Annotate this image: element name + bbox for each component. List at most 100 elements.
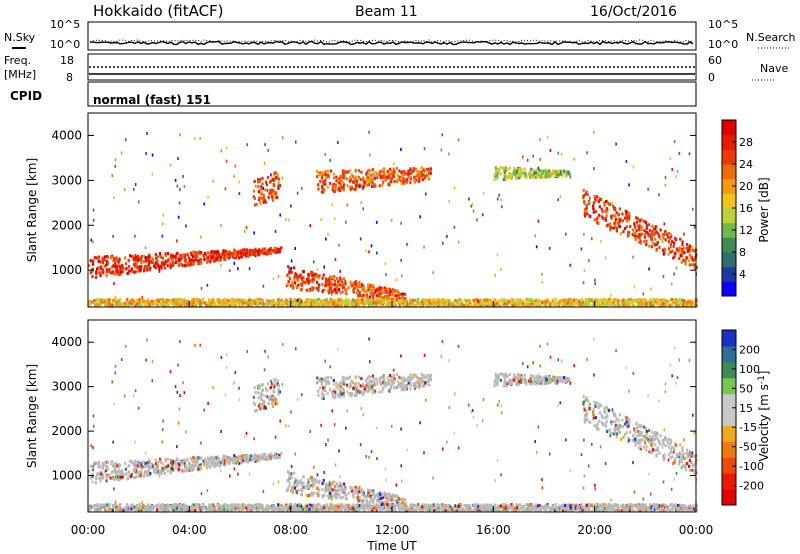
- velocity-cell: [300, 492, 303, 496]
- power-cell: [299, 276, 302, 280]
- velocity-cell: [240, 455, 244, 459]
- power-cell: [318, 283, 321, 287]
- velocity-cell: [239, 457, 242, 461]
- power-cell: [189, 263, 192, 267]
- velocity-cell: [417, 386, 420, 390]
- velocity-cell: [158, 457, 162, 461]
- freq-right-tick-bottom: 0: [708, 71, 715, 84]
- velocity-cell: [138, 473, 141, 477]
- power-cell: [198, 258, 201, 262]
- power-cell: [458, 304, 462, 308]
- power-cell: [372, 183, 375, 187]
- velocity-cell: [395, 386, 399, 390]
- velocity-cell: [159, 459, 162, 463]
- velocity-cell: [339, 395, 342, 399]
- power-cell: [588, 297, 591, 301]
- power-cell: [400, 147, 402, 151]
- velocity-cell: [203, 457, 207, 461]
- power-cell: [496, 304, 499, 308]
- power-cell: [224, 253, 228, 257]
- power-cell: [437, 303, 441, 307]
- power-cell: [664, 247, 667, 251]
- power-cell: [680, 260, 683, 264]
- power-cell: [440, 148, 443, 152]
- power-cell: [562, 169, 566, 173]
- power-cell: [260, 190, 263, 194]
- power-cell: [179, 304, 183, 308]
- power-cell: [582, 188, 585, 192]
- power-cell: [655, 230, 658, 234]
- power-cell: [202, 299, 205, 303]
- velocity-cell: [360, 377, 363, 381]
- velocity-cell: [413, 383, 416, 387]
- velocity-cell: [163, 471, 167, 475]
- power-cell: [361, 300, 365, 304]
- power-cell: [690, 255, 693, 259]
- power-cell: [101, 260, 104, 264]
- power-cell: [229, 252, 232, 256]
- power-cell: [171, 262, 175, 266]
- power-cell: [335, 291, 338, 295]
- power-cell: [212, 257, 216, 261]
- power-cell: [322, 190, 325, 194]
- power-cell: [688, 253, 691, 257]
- power-cell: [632, 165, 635, 169]
- power-cell: [532, 154, 535, 158]
- power-cell: [352, 290, 355, 294]
- power-cell: [373, 176, 377, 180]
- velocity-cell: [171, 460, 174, 464]
- power-cell: [502, 297, 505, 301]
- velocity-cell: [407, 376, 410, 380]
- power-cell: [388, 181, 391, 185]
- power-cell: [217, 301, 220, 305]
- power-cell: [558, 299, 561, 303]
- velocity-cell: [101, 473, 104, 477]
- power-cell: [350, 301, 353, 305]
- power-cell: [581, 303, 584, 307]
- power-cell: [219, 258, 222, 262]
- power-cell: [679, 301, 683, 305]
- power-cell: [308, 280, 311, 284]
- power-cell: [88, 264, 91, 268]
- power-cell: [680, 303, 684, 307]
- velocity-cell: [310, 493, 313, 497]
- velocity-cell: [233, 461, 237, 465]
- power-cell: [194, 137, 196, 141]
- power-cell: [673, 243, 676, 247]
- power-cell: [351, 288, 355, 292]
- power-cell: [97, 259, 100, 263]
- power-cell: [548, 303, 551, 307]
- velocity-cell: [107, 475, 111, 479]
- power-cell: [550, 173, 553, 177]
- power-cell: [216, 249, 219, 253]
- velocity-cell: [354, 486, 357, 490]
- power-cell: [196, 255, 199, 259]
- power-cell: [667, 240, 671, 244]
- power-cell: [460, 302, 463, 306]
- velocity-cell: [277, 393, 280, 397]
- power-cell: [161, 222, 164, 226]
- velocity-cell: [270, 396, 274, 400]
- power-cell: [110, 255, 113, 259]
- power-cell: [247, 255, 250, 259]
- velocity-cell: [212, 463, 216, 467]
- power-cell: [421, 178, 424, 182]
- velocity-cell: [208, 465, 211, 469]
- power-cell: [200, 250, 203, 254]
- power-cell: [655, 225, 658, 229]
- power-cell: [399, 299, 402, 303]
- power-cell: [255, 300, 259, 304]
- power-cell: [388, 183, 391, 187]
- velocity-cell: [359, 490, 363, 494]
- power-cell: [534, 301, 537, 305]
- power-cell: [327, 291, 331, 295]
- velocity-cell: [114, 468, 117, 472]
- power-cell: [212, 298, 215, 302]
- power-cell: [609, 225, 612, 229]
- velocity-cell: [105, 473, 108, 477]
- power-cell: [353, 286, 356, 290]
- velocity-cell: [325, 486, 328, 490]
- velocity-cell: [276, 379, 279, 383]
- power-ylabel: Slant Range [km]: [25, 158, 39, 262]
- velocity-cell: [333, 488, 336, 492]
